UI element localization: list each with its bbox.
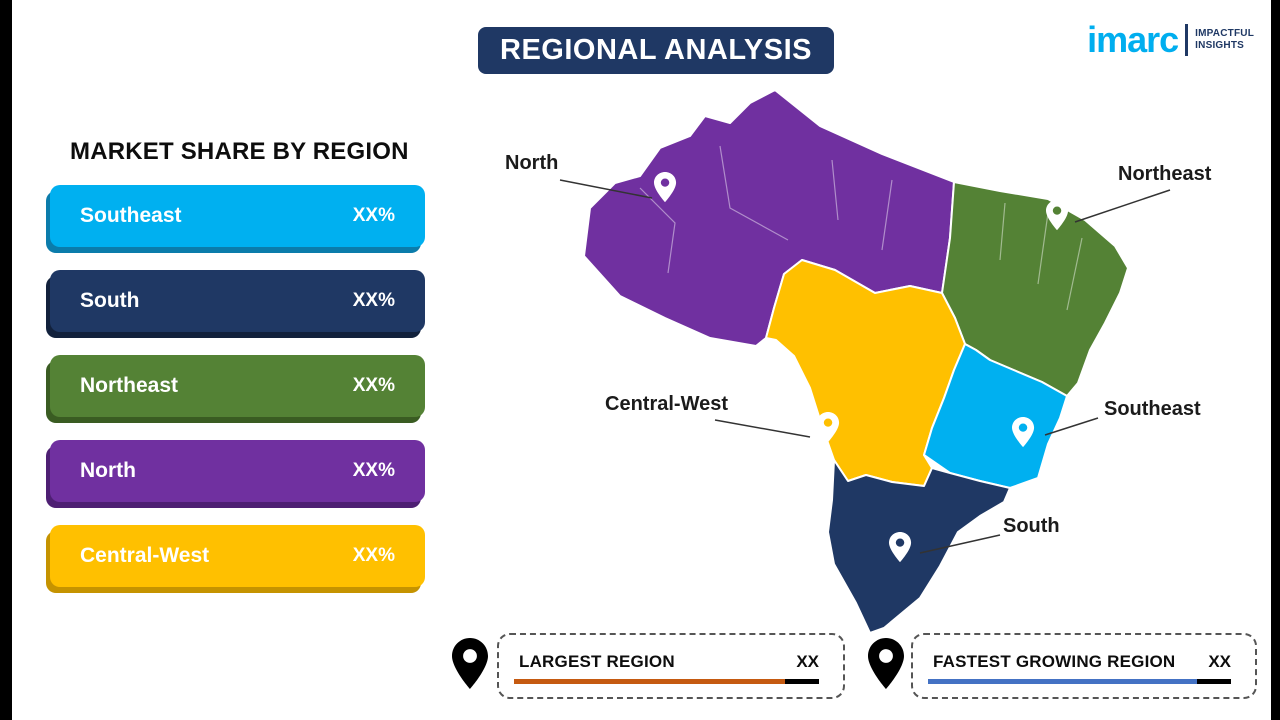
legend-bar-southeast: Southeast XX% [50, 185, 425, 247]
brand-logo-text: imarc [1087, 19, 1179, 60]
map-label-north: North [505, 152, 558, 174]
fastest-growing-region-underline [928, 679, 1231, 684]
leader-line-northeast [1074, 189, 1171, 223]
largest-region-pin-icon [452, 638, 488, 689]
legend-bar-value: XX% [352, 290, 395, 311]
map-label-central-west: Central-West [605, 393, 728, 415]
market-share-legend: Southeast XX% South XX% Northeast XX% No… [50, 185, 425, 610]
legend-bar-north: North XX% [50, 440, 425, 502]
logo-tagline-line2: INSIGHTS [1195, 40, 1244, 51]
brazil-region-map: North Northeast Central-West Southeast S… [505, 89, 1212, 634]
fastest-growing-region-underline-tip [1197, 679, 1231, 684]
page-title: REGIONAL ANALYSIS [478, 27, 834, 74]
fastest-growing-region-card: FASTEST GROWING REGION XX [911, 633, 1257, 699]
legend-bar-value: XX% [352, 375, 395, 396]
fastest-growing-region-label: FASTEST GROWING REGION [933, 652, 1176, 671]
largest-region-underline-color [514, 679, 785, 684]
largest-region-underline [514, 679, 819, 684]
largest-region-card: LARGEST REGION XX [497, 633, 845, 699]
leader-line-south [919, 534, 1001, 554]
legend-bar-south: South XX% [50, 270, 425, 332]
fastest-growing-region-pin-icon [868, 638, 904, 689]
logo-tagline-line1: IMPACTFUL [1195, 27, 1254, 39]
legend-bar-central-west: Central-West XX% [50, 525, 425, 587]
market-share-heading: MARKET SHARE BY REGION [70, 138, 409, 165]
map-region-south [827, 459, 1011, 634]
map-region-southeast [923, 343, 1068, 489]
fastest-growing-region-value: XX [1208, 652, 1231, 671]
legend-bar-value: XX% [352, 460, 395, 481]
legend-bar-value: XX% [352, 545, 395, 566]
legend-bar-northeast: Northeast XX% [50, 355, 425, 417]
state-borders-decoration [639, 145, 1083, 311]
largest-region-label: LARGEST REGION [519, 652, 675, 671]
leader-line-north [559, 179, 653, 199]
largest-region-value: XX [796, 652, 819, 671]
fastest-growing-region-underline-color [928, 679, 1197, 684]
legend-bar-value: XX% [352, 205, 395, 226]
legend-bar-label: South [80, 289, 140, 312]
leader-line-central-west [714, 419, 811, 438]
logo-divider [1185, 24, 1189, 56]
largest-region-underline-tip [785, 679, 819, 684]
logo-tagline: IMPACTFUL INSIGHTS [1195, 28, 1254, 53]
right-border-bar [1271, 0, 1280, 720]
legend-bar-label: Southeast [80, 204, 182, 227]
legend-bar-label: Central-West [80, 544, 210, 567]
map-label-southeast: Southeast [1104, 398, 1201, 420]
brand-logo: imarc IMPACTFUL INSIGHTS [1087, 22, 1254, 58]
legend-bar-label: North [80, 459, 136, 482]
map-label-south: South [1003, 515, 1060, 537]
left-border-bar [0, 0, 12, 720]
leader-line-southeast [1044, 417, 1099, 436]
legend-bar-label: Northeast [80, 374, 179, 397]
map-label-northeast: Northeast [1118, 163, 1212, 185]
